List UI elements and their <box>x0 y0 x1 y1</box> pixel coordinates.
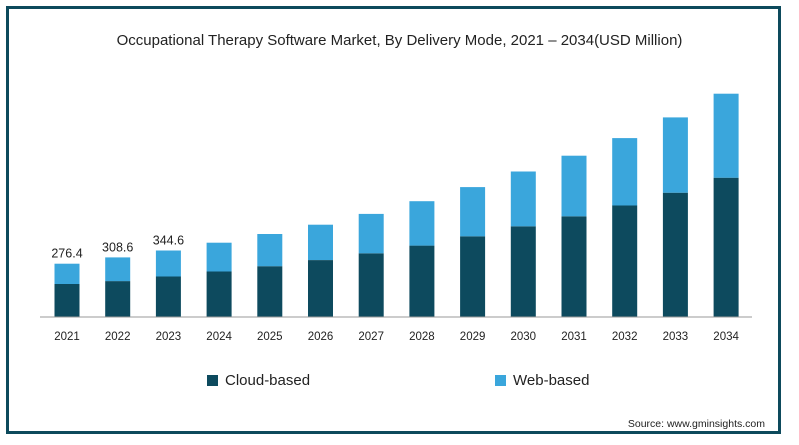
x-tick-2028: 2028 <box>409 331 435 343</box>
bar-web-2027 <box>358 213 384 254</box>
x-tick-2031: 2031 <box>561 331 587 343</box>
bar-cloud-2033 <box>662 192 688 317</box>
bar-web-2034 <box>713 93 739 178</box>
x-tick-2022: 2022 <box>105 331 131 343</box>
bar-cloud-2025 <box>257 266 283 317</box>
chart-frame <box>6 6 781 434</box>
bar-web-2029 <box>460 187 486 237</box>
legend-label-web: Web-based <box>513 372 590 389</box>
x-tick-2027: 2027 <box>358 331 384 343</box>
x-tick-2024: 2024 <box>206 331 232 343</box>
data-label-2021: 276.4 <box>51 247 82 261</box>
bar-web-2030 <box>510 171 536 227</box>
x-tick-labels: 2021 2022 2023 2024 2025 2026 2027 2028 2029 2030… <box>54 331 739 343</box>
x-tick-2021: 2021 <box>54 331 80 343</box>
bar-cloud-2032 <box>612 205 638 317</box>
source-note: Source: www.gminsights.com <box>627 418 765 430</box>
bars-group <box>54 93 739 317</box>
bar-cloud-2030 <box>510 226 536 317</box>
x-tick-2025: 2025 <box>257 331 283 343</box>
bar-cloud-2028 <box>409 245 435 317</box>
bar-cloud-2024 <box>206 271 232 317</box>
legend-swatch-web <box>495 375 506 386</box>
bar-web-2024 <box>206 242 232 272</box>
legend-swatch-cloud <box>207 375 218 386</box>
chart-title: Occupational Therapy Software Market, By… <box>116 32 683 49</box>
x-tick-2034: 2034 <box>713 331 739 343</box>
legend-item-cloud: Cloud-based <box>207 372 310 389</box>
bar-web-2028 <box>409 201 435 246</box>
bar-cloud-2023 <box>155 276 181 317</box>
legend-item-web: Web-based <box>495 372 589 389</box>
bar-web-2023 <box>155 250 181 277</box>
x-tick-2029: 2029 <box>460 331 486 343</box>
data-labels: 276.4 308.6 344.6 <box>51 234 184 261</box>
bar-web-2021 <box>54 263 80 284</box>
x-tick-2023: 2023 <box>156 331 182 343</box>
x-tick-2030: 2030 <box>511 331 537 343</box>
data-label-2023: 344.6 <box>153 234 184 248</box>
bar-web-2031 <box>561 155 587 217</box>
x-tick-2032: 2032 <box>612 331 638 343</box>
bar-web-2032 <box>612 138 638 206</box>
bar-web-2026 <box>308 224 333 260</box>
bar-cloud-2022 <box>105 281 131 317</box>
bar-cloud-2026 <box>308 260 333 317</box>
legend-label-cloud: Cloud-based <box>225 372 311 389</box>
bar-web-2025 <box>257 234 283 267</box>
data-label-2022: 308.6 <box>102 240 133 254</box>
bar-cloud-2031 <box>561 216 587 317</box>
x-tick-2033: 2033 <box>663 331 689 343</box>
bar-web-2033 <box>662 117 688 193</box>
bar-cloud-2034 <box>713 177 739 317</box>
legend: Cloud-based Web-based <box>0 372 799 394</box>
x-tick-2026: 2026 <box>308 331 334 343</box>
bar-cloud-2021 <box>54 284 80 317</box>
bar-cloud-2029 <box>460 236 486 317</box>
bar-cloud-2027 <box>358 253 384 317</box>
bar-web-2022 <box>105 257 131 282</box>
